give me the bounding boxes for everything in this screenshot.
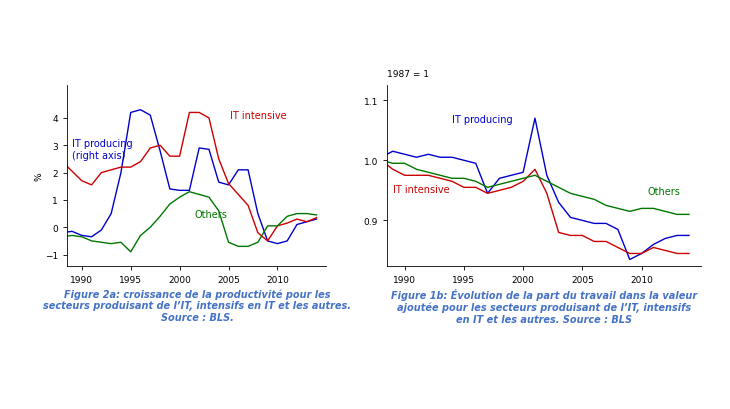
Y-axis label: %: %: [34, 171, 44, 180]
Text: IT producing: IT producing: [452, 115, 512, 125]
Text: 1987 = 1: 1987 = 1: [387, 70, 429, 79]
Text: Others: Others: [194, 210, 227, 220]
Text: Figure 2a: croissance de la productivité pour les
secteurs produisant de l’IT, i: Figure 2a: croissance de la productivité…: [43, 288, 351, 322]
Text: IT producing
(right axis): IT producing (right axis): [72, 139, 133, 161]
Text: IT intensive: IT intensive: [393, 185, 450, 195]
Text: Figure 1b: Évolution de la part du travail dans la valeur
ajoutée pour les secte: Figure 1b: Évolution de la part du trava…: [391, 288, 697, 324]
Text: Others: Others: [648, 187, 680, 197]
Text: IT intensive: IT intensive: [231, 111, 287, 121]
